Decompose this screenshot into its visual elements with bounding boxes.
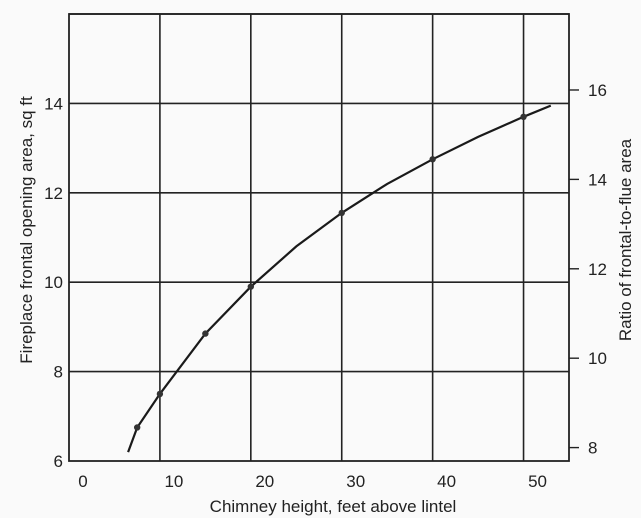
y2-tick-label: 16	[588, 81, 607, 100]
data-point	[429, 156, 436, 163]
x-axis-title: Chimney height, feet above lintel	[210, 497, 457, 516]
data-point	[520, 113, 527, 121]
y-tick-label: 10	[44, 273, 63, 292]
x-tick-labels: 0 10 20 30 40 50	[78, 472, 547, 491]
data-point	[247, 283, 255, 290]
y2-tick-labels: 8 10 12 14 16	[569, 81, 607, 458]
y-tick-label: 8	[54, 363, 63, 382]
series-line	[127, 104, 552, 453]
y2-axis-title: Ratio of frontal-to-flue area	[616, 138, 635, 341]
y-tick-label: 6	[54, 452, 63, 471]
y-tick-labels: 6 8 10 12 14	[44, 94, 63, 471]
y2-tick-label: 14	[588, 170, 607, 189]
x-tick-label: 30	[346, 472, 365, 491]
data-point	[338, 209, 345, 217]
x-tick-label: 50	[528, 472, 547, 491]
y-tick-label: 12	[44, 184, 63, 203]
data-point	[202, 330, 209, 337]
y2-tick-label: 12	[588, 260, 607, 279]
grid-layer	[69, 13, 569, 461]
y2-tick-label: 10	[588, 349, 607, 368]
y-tick-label: 14	[44, 94, 63, 113]
x-tick-label: 0	[78, 472, 87, 491]
y-axis-title: Fireplace frontal opening area, sq ft	[17, 96, 36, 364]
x-tick-label: 20	[255, 472, 274, 491]
plot-frame	[68, 13, 570, 462]
y2-tick-label: 8	[588, 439, 597, 458]
x-tick-label: 10	[164, 472, 183, 491]
marker-layer	[133, 113, 527, 431]
data-point	[133, 424, 141, 431]
data-point	[156, 390, 164, 398]
x-tick-label: 40	[437, 472, 456, 491]
